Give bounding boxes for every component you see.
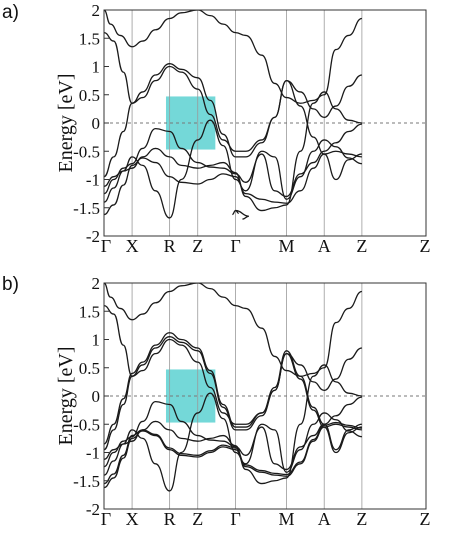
panel-b-ytick-label: 1.5 <box>79 302 100 321</box>
panel-a-ytick-label: 1 <box>92 58 101 77</box>
panel-b-xtick-label: Γ <box>230 509 240 529</box>
panel-a-ytick-label: 1.5 <box>79 29 100 48</box>
panel-a-bands <box>104 10 363 220</box>
panel-b-band-7 <box>104 304 363 425</box>
panel-a-ytick-label: 0 <box>92 114 101 133</box>
panel-b-xtick-label: Z <box>356 509 367 529</box>
panel-a-band-2 <box>104 123 362 198</box>
panel-b-ytick-label: 1 <box>92 331 101 350</box>
panel-a-ytick-label: -0.5 <box>73 142 100 161</box>
panel-b-band-6 <box>104 332 362 451</box>
panel-a-xtick-label: M <box>278 236 294 256</box>
panel-b-ytick-label: 0.5 <box>79 359 100 378</box>
panel-a-xtick-label: A <box>318 236 331 256</box>
panel-b-xtick-label: Γ <box>101 509 111 529</box>
panel-b-xtick-label: Z <box>192 509 203 529</box>
panel-b-band-1 <box>104 421 362 485</box>
panel-b-ytick-label: -1.5 <box>73 472 100 491</box>
panel-a-xtick-label: Γ <box>230 236 240 256</box>
panel-a-xtick-label: Z <box>356 236 367 256</box>
panel-b-ytick-label: -0.5 <box>73 415 100 434</box>
panel-a-ytick-label: -2 <box>86 227 100 246</box>
panel-b-xtick-label: Z <box>420 509 431 529</box>
panel-a-ylabel: Energy [eV] <box>55 73 77 172</box>
panel-a-xtick-label: Z <box>192 236 203 256</box>
panel-a-ytick-label: 0.5 <box>79 86 100 105</box>
panel-b-xtick-label: M <box>278 509 294 529</box>
panel-b-label: b) <box>2 274 19 295</box>
panel-b-bands <box>104 283 363 492</box>
panel-b-ytick-label: 2 <box>92 274 101 293</box>
panel-a-band-6 <box>104 10 363 104</box>
panel-b-xtick-label: R <box>164 509 176 529</box>
panel-a-xtick-label: X <box>126 236 139 256</box>
panel-a-ytick-label: -1.5 <box>73 199 100 218</box>
panel-b-ytick-label: -2 <box>86 500 100 519</box>
panel-b-ytick-label: 0 <box>92 387 101 406</box>
panel-a-label: a) <box>2 2 19 23</box>
panel-a-ytick-label: -1 <box>86 171 100 190</box>
panel-a: a) Energy [eV] 21.510.50-0.5-1-1.5-2 Γ X R Z… <box>2 1 431 256</box>
panel-b-ylabel: Energy [eV] <box>55 346 77 445</box>
panel-a-xtick-label: Z <box>420 236 431 256</box>
panel-b-band-8 <box>104 283 363 377</box>
panel-a-xtick-label: Γ <box>101 236 111 256</box>
panel-b-band-3 <box>104 396 362 471</box>
panel-b-ytick-label: -1 <box>86 444 100 463</box>
panel-b-xtick-label: A <box>318 509 331 529</box>
panel-b-xtick-label: X <box>126 509 139 529</box>
panel-a-band-7 <box>232 209 249 220</box>
panel-a-ytick-label: 2 <box>92 1 101 20</box>
panel-a-xtick-label: R <box>164 236 176 256</box>
panel-b: b) Energy [eV] 21.510.50-0.5-1-1.5-2 Γ X R Z… <box>2 274 431 529</box>
panel-a-band-5 <box>104 31 363 152</box>
